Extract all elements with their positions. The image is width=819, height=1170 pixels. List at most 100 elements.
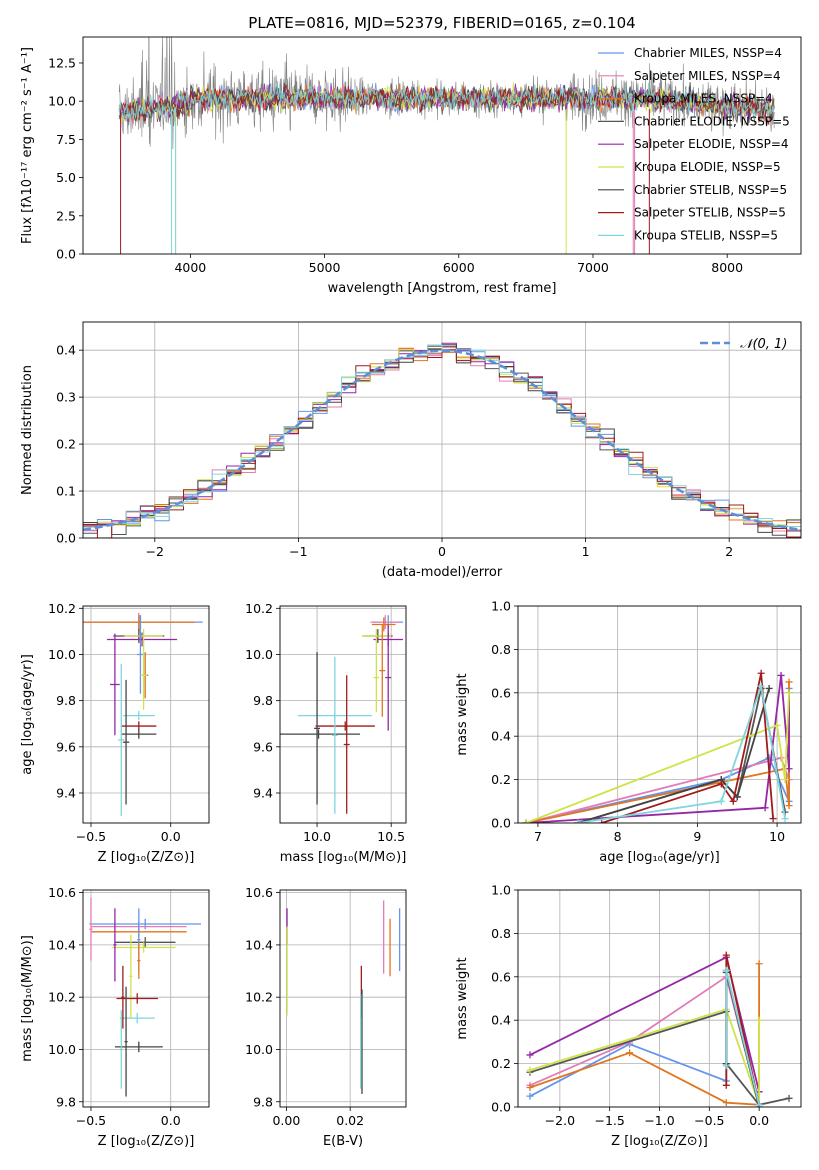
y-tick-label: 1.0 xyxy=(491,599,511,614)
series-line xyxy=(577,688,770,823)
axes-frame xyxy=(517,605,802,824)
series-marker xyxy=(526,1092,534,1100)
y-axis-label: mass weight xyxy=(455,673,470,755)
data-point xyxy=(89,897,93,961)
panel-mass_weight_vs_Z: −2.0 −1.5 −1.0 −0.5 0.0 0.0 0.2 0.4 0.6 0.8 1.0 Z [… xyxy=(455,883,802,1149)
series-marker xyxy=(729,797,737,805)
x-tick-label: 0 xyxy=(438,544,446,559)
y-tick-label: 2.5 xyxy=(56,208,76,223)
x-tick-label: 5000 xyxy=(309,260,341,275)
series-marker xyxy=(626,1049,634,1057)
series-marker xyxy=(781,815,789,823)
spectrum-model xyxy=(118,82,775,123)
panel-mass_vs_Z: −0.5 0.0 9.8 10.0 10.2 10.4 10.6 Z [log₁₀(Z/Z⊙)… xyxy=(20,885,210,1149)
x-tick-label: 10.5 xyxy=(377,829,405,844)
data-point xyxy=(314,652,321,805)
x-tick-label: 0.02 xyxy=(336,1113,364,1128)
series-marker xyxy=(765,684,773,692)
series-line xyxy=(525,675,790,823)
legend-label: Kroupa STELIB, NSSP=5 xyxy=(634,228,778,242)
series-marker xyxy=(785,689,793,697)
data-point xyxy=(111,942,176,953)
data-point xyxy=(113,908,117,982)
y-tick-label: 0.6 xyxy=(491,969,511,984)
data-point xyxy=(280,729,361,739)
x-tick-label: 0.0 xyxy=(749,1113,769,1128)
plot-area xyxy=(83,322,801,538)
axes-frame xyxy=(279,605,407,824)
data-point xyxy=(122,679,130,805)
data-point xyxy=(137,615,144,694)
series-line xyxy=(525,692,790,823)
x-tick-label: −1 xyxy=(289,544,307,559)
y-tick-label: 10.0 xyxy=(48,94,76,109)
y-tick-label: 0.8 xyxy=(491,642,511,657)
y-tick-label: 10.2 xyxy=(245,990,273,1005)
legend-label: 𝒩(0, 1) xyxy=(740,337,787,352)
y-tick-label: 12.5 xyxy=(48,55,76,70)
x-tick-label: 0.0 xyxy=(161,1113,181,1128)
data-point xyxy=(361,629,392,643)
x-tick-label: 8 xyxy=(614,829,622,844)
y-tick-label: 7.5 xyxy=(56,132,76,147)
plot-area xyxy=(83,890,209,1107)
axes-frame xyxy=(279,889,407,1108)
series-marker xyxy=(526,1066,534,1074)
x-tick-label: 9 xyxy=(693,829,701,844)
panel-age_vs_mass: 10.0 10.5 9.4 9.6 9.8 10.0 10.2 mass [log₁₀(M/M… xyxy=(245,601,407,865)
y-tick-label: 10.0 xyxy=(48,1042,76,1057)
data-point xyxy=(385,624,392,731)
series-marker xyxy=(522,819,530,823)
series-marker xyxy=(717,797,725,805)
data-point xyxy=(140,640,147,710)
series-marker xyxy=(722,966,730,974)
series-marker xyxy=(785,1094,793,1102)
series-marker xyxy=(722,1081,730,1089)
y-tick-label: 9.4 xyxy=(56,785,76,800)
y-tick-label: 10.4 xyxy=(245,937,273,952)
x-axis-label: Z [log₁₀(Z/Z⊙)] xyxy=(611,1134,708,1149)
legend-label: Kroupa ELODIE, NSSP=5 xyxy=(634,160,781,174)
data-point xyxy=(110,633,120,736)
data-point xyxy=(370,615,401,630)
y-tick-label: 0.6 xyxy=(491,685,511,700)
x-tick-label: −0.5 xyxy=(694,1113,724,1128)
series-marker xyxy=(785,678,793,686)
y-tick-label: 0.4 xyxy=(491,1013,511,1028)
y-tick-label: 0.4 xyxy=(491,729,511,744)
plot-area xyxy=(280,890,406,1107)
y-tick-label: 9.4 xyxy=(253,785,273,800)
y-tick-label: 9.8 xyxy=(56,1094,76,1109)
x-tick-label: 7000 xyxy=(577,260,609,275)
legend-label: Salpeter MILES, NSSP=4 xyxy=(634,69,781,83)
data-point xyxy=(122,711,155,721)
series-marker xyxy=(781,776,789,784)
x-tick-label: −0.5 xyxy=(76,1113,106,1128)
data-point xyxy=(83,615,195,630)
y-tick-label: 0.2 xyxy=(56,437,76,452)
series-marker xyxy=(761,804,769,812)
axes-frame xyxy=(82,321,802,539)
y-tick-label: 1.0 xyxy=(491,883,511,898)
series-marker xyxy=(574,819,582,823)
y-tick-label: 9.8 xyxy=(56,693,76,708)
plot-area xyxy=(83,606,209,823)
series-marker xyxy=(755,1101,763,1107)
series-marker xyxy=(526,1051,534,1059)
series-marker xyxy=(722,1062,730,1070)
series-marker xyxy=(717,780,725,788)
panel-mass_vs_EBV: 0.00 0.02 9.8 10.0 10.2 10.4 10.6 E(B-V) xyxy=(245,885,407,1149)
plot-area xyxy=(280,606,406,823)
x-tick-label: 0.00 xyxy=(272,1113,300,1128)
y-tick-label: 0.2 xyxy=(491,772,511,787)
panel-age_vs_Z: −0.5 0.0 9.4 9.6 9.8 10.0 10.2 Z [log₁₀(Z/Z⊙)] a… xyxy=(20,601,210,865)
normal-reference-curve xyxy=(83,349,801,532)
data-point xyxy=(379,624,386,717)
y-tick-label: 10.0 xyxy=(48,647,76,662)
y-tick-label: 0.0 xyxy=(491,816,511,831)
data-point xyxy=(124,986,128,1097)
data-point xyxy=(121,721,157,731)
y-axis-label: Normed distribution xyxy=(20,365,35,495)
series-line xyxy=(577,682,786,823)
